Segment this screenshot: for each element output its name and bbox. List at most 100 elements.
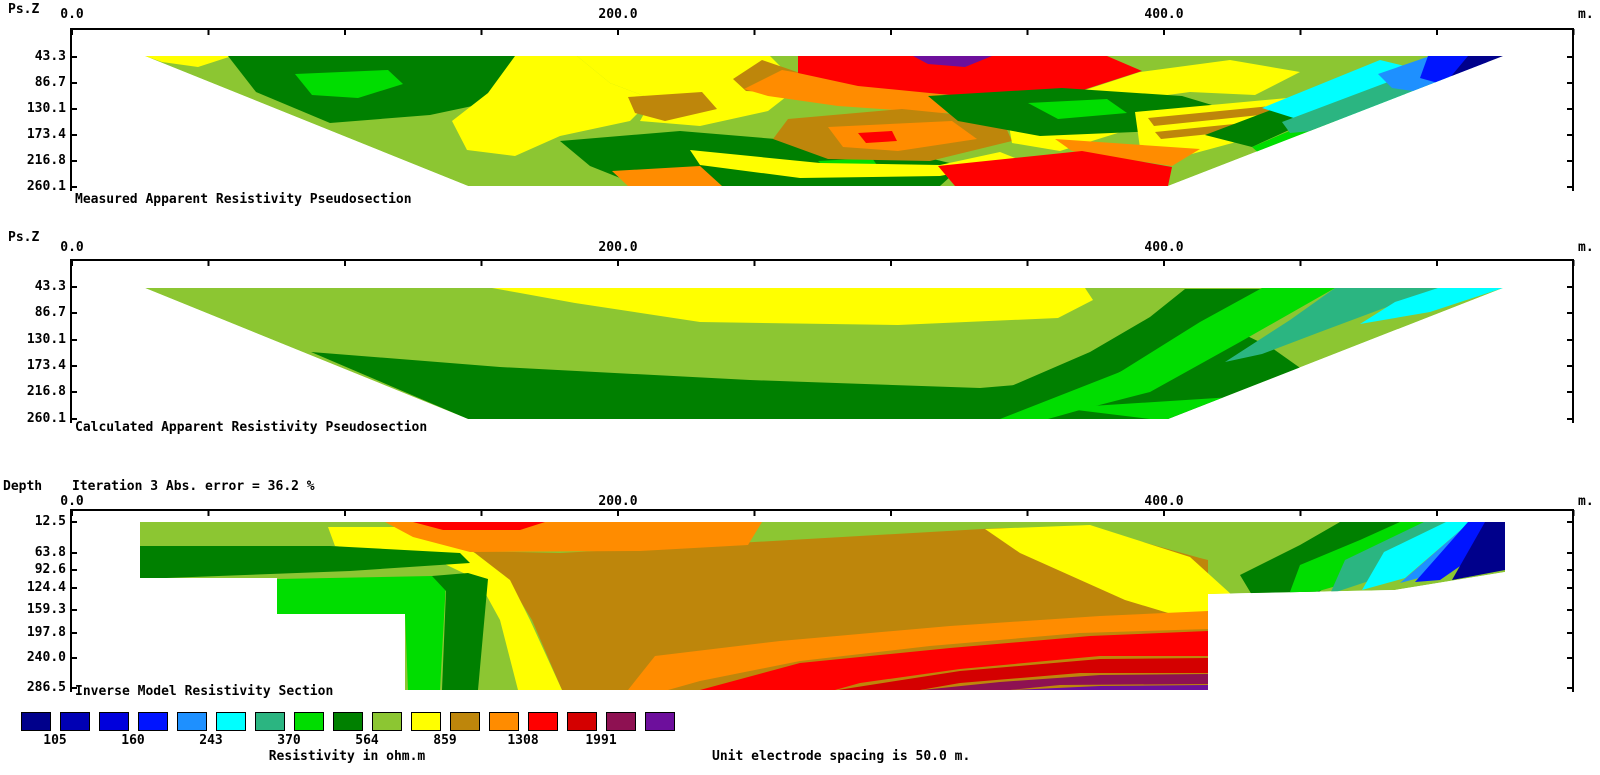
calculated-y-tick-label: 86.7 (34, 305, 66, 320)
measured-x-tick-label: 0.0 (60, 7, 84, 22)
calculated-x-axis-unit: m. (1578, 240, 1594, 255)
calculated-y-tick-label: 216.8 (26, 384, 66, 399)
measured-x-tick-label: 400.0 (1144, 7, 1184, 22)
legend-value: 105 (43, 733, 67, 748)
measured-region-brown (628, 92, 717, 121)
measured-y-tick-label: 173.4 (26, 127, 66, 142)
legend-swatch-17 (645, 712, 675, 731)
measured-region-yellow (1085, 60, 1300, 100)
model-region-yellow (985, 525, 1243, 622)
model-region-navy (1452, 522, 1505, 580)
measured-y-tick-label: 260.1 (26, 179, 66, 194)
model-y-tick-label: 12.5 (34, 514, 66, 529)
model-region-red (413, 522, 545, 530)
measured-region-yellow (690, 150, 1020, 178)
legend-swatch-16 (606, 712, 636, 731)
model-y-tick-label: 92.6 (34, 562, 66, 577)
measured-region-orange (828, 121, 977, 151)
model-x-axis-unit: m. (1578, 494, 1594, 509)
psz-label-measured: Ps.Z (8, 2, 40, 17)
calculated-y-tick-label: 43.3 (34, 279, 66, 294)
legend-swatch-7 (255, 712, 285, 731)
legend-value: 564 (355, 733, 379, 748)
measured-y-tick-label: 43.3 (34, 49, 66, 64)
legend-swatch-11 (411, 712, 441, 731)
calculated-section-contours (145, 288, 1503, 419)
calculated-x-tick-label: 400.0 (1144, 240, 1184, 255)
measured-x-axis-unit: m. (1578, 7, 1594, 22)
model-x-tick-label: 0.0 (60, 494, 84, 509)
measured-region-yellow (452, 56, 652, 156)
measured-y-tick-label: 86.7 (34, 75, 66, 90)
model-region-cyan (1362, 522, 1470, 590)
electrode-spacing-note: Unit electrode spacing is 50.0 m. (712, 749, 971, 764)
calculated-y-tick-label: 260.1 (26, 411, 66, 426)
model-region-dred (838, 658, 1208, 690)
calculated-region-cyan (1360, 288, 1503, 324)
legend-value: 243 (199, 733, 223, 748)
legend-swatch-15 (567, 712, 597, 731)
legend-value: 859 (433, 733, 457, 748)
legend-value: 1991 (585, 733, 617, 748)
calculated-region-teal (1225, 288, 1438, 362)
model-region-purple (1012, 685, 1208, 690)
model-region-green (432, 573, 488, 690)
measured-y-tick-label: 216.8 (26, 153, 66, 168)
measured-region-red (858, 131, 897, 143)
calculated-region-bgreen (1000, 288, 1335, 419)
legend-value: 1308 (507, 733, 539, 748)
model-x-tick-label: 400.0 (1144, 494, 1184, 509)
title-model-section: Inverse Model Resistivity Section (75, 684, 334, 699)
calculated-y-tick-label: 173.4 (26, 358, 66, 373)
measured-region-orange (612, 166, 722, 186)
model-y-tick-label: 197.8 (26, 625, 66, 640)
depth-label: Depth (3, 479, 43, 494)
model-y-tick-label: 159.3 (26, 602, 66, 617)
calculated-x-tick-label: 0.0 (60, 240, 84, 255)
legend-value: 160 (121, 733, 145, 748)
calculated-region-green (935, 289, 1262, 419)
legend-swatch-3 (99, 712, 129, 731)
measured-region-red (938, 151, 1172, 186)
measured-region-yellow (145, 56, 232, 67)
legend-swatch-1 (21, 712, 51, 731)
legend-swatch-10 (372, 712, 402, 731)
model-x-tick-label: 200.0 (598, 494, 638, 509)
measured-x-tick-label: 200.0 (598, 7, 638, 22)
model-region-red (700, 631, 1208, 690)
calculated-region-yellow (492, 288, 1093, 325)
model-y-tick-label: 124.4 (26, 580, 66, 595)
iteration-annotation: Iteration 3 Abs. error = 36.2 % (72, 479, 315, 494)
model-region-bgreen (277, 576, 446, 690)
calculated-x-tick-label: 200.0 (598, 240, 638, 255)
measured-region-bgreen (295, 70, 403, 98)
legend-swatch-4 (138, 712, 168, 731)
legend-swatch-5 (177, 712, 207, 731)
legend-swatch-8 (294, 712, 324, 731)
legend-swatch-12 (450, 712, 480, 731)
measured-region-purple (913, 56, 992, 67)
legend-swatch-2 (60, 712, 90, 731)
model-region-orange (628, 611, 1208, 690)
model-section-contours (140, 522, 1505, 690)
measured-y-tick-label: 130.1 (26, 101, 66, 116)
legend-swatch-14 (528, 712, 558, 731)
calculated-y-tick-label: 130.1 (26, 332, 66, 347)
legend-swatch-6 (216, 712, 246, 731)
model-y-tick-label: 63.8 (34, 545, 66, 560)
psz-label-calculated: Ps.Z (8, 230, 40, 245)
measured-region-orange (1055, 139, 1200, 166)
model-region-magenta (922, 674, 1208, 690)
model-y-tick-label: 240.0 (26, 650, 66, 665)
measured-region-green (228, 56, 545, 123)
measured-region-red (798, 56, 1142, 96)
model-y-tick-label: 286.5 (26, 680, 66, 695)
legend-caption: Resistivity in ohm.m (268, 749, 426, 764)
legend-value: 370 (277, 733, 301, 748)
model-region-green (140, 546, 470, 579)
measured-region-bgreen (1028, 99, 1127, 119)
measured-section-contours (145, 56, 1503, 186)
legend-swatch-9 (333, 712, 363, 731)
